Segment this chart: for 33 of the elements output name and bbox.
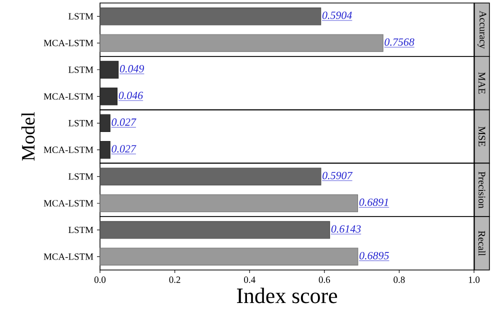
y-tick-label: LSTM <box>68 66 94 73</box>
y-tick-label: MCA-LSTM <box>44 93 94 100</box>
x-tick-label: 0.2 <box>169 276 180 283</box>
y-tick-label: LSTM <box>68 226 94 234</box>
data-label: 0.7568 <box>384 38 414 46</box>
text: Recall <box>478 230 486 256</box>
x-tick-label: 0.4 <box>244 276 256 283</box>
y-axis-title: Model <box>21 112 35 161</box>
text: MSE <box>478 126 486 146</box>
text: MAE <box>478 72 486 94</box>
x-tick-label: 0.6 <box>318 276 330 283</box>
data-label: 0.6891 <box>359 198 388 206</box>
x-tick-label: 1.0 <box>468 276 480 283</box>
y-tick-label: LSTM <box>68 13 94 20</box>
x-tick-label: 0.8 <box>394 276 405 283</box>
data-label: 0.027 <box>112 118 136 126</box>
data-label: 0.046 <box>118 92 144 100</box>
y-tick-label: MCA-LSTM <box>44 253 94 260</box>
data-label: 0.049 <box>120 65 144 72</box>
y-tick-label: MCA-LSTM <box>44 40 94 46</box>
data-label: 0.5907 <box>322 172 353 180</box>
x-axis-title: Index score <box>236 288 338 304</box>
data-label: 0.6143 <box>331 225 361 233</box>
y-tick-label: LSTM <box>68 173 94 180</box>
y-tick-label: LSTM <box>68 120 94 126</box>
data-label: 0.027 <box>112 145 136 153</box>
data-label: 0.6895 <box>360 252 389 260</box>
text: Precision <box>478 172 486 208</box>
y-tick-label: MCA-LSTM <box>44 146 94 154</box>
y-tick-label: MCA-LSTM <box>44 200 94 206</box>
data-label: 0.5904 <box>322 12 352 20</box>
x-tick-label: 0.0 <box>94 276 106 283</box>
text: Accuracy <box>478 10 486 49</box>
